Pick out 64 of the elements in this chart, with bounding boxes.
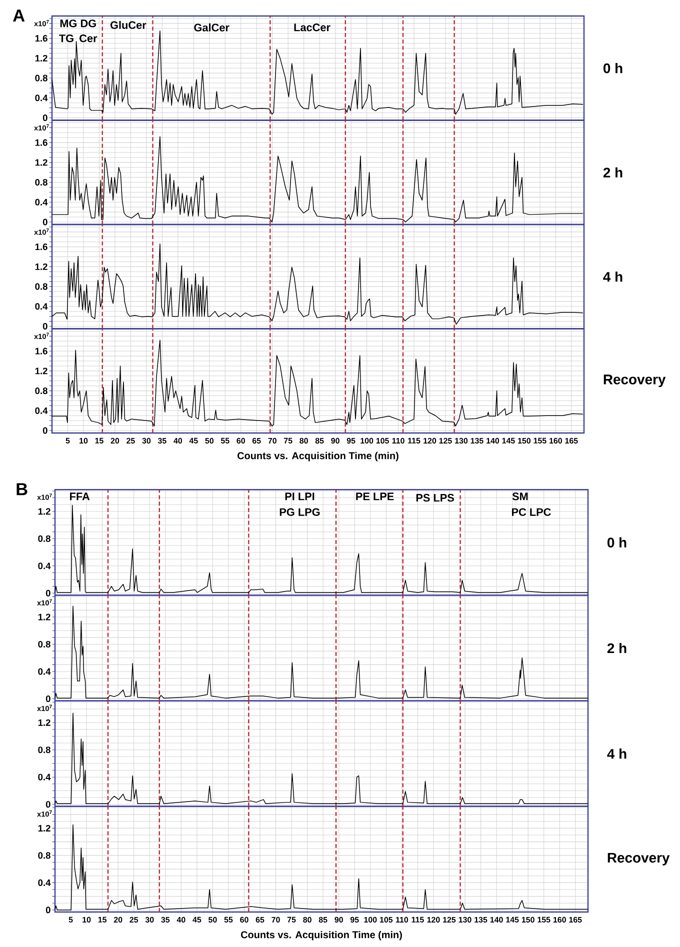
annotation: LacCer: [294, 24, 330, 32]
y-tick-label: 1.6: [35, 348, 48, 354]
y-tick-label: 0.4: [35, 407, 48, 414]
annotation: PS LPS: [416, 494, 454, 502]
y-tick-label: 0: [46, 906, 50, 914]
annotation: MG DG: [60, 20, 96, 28]
y-tick-label: 0: [46, 695, 50, 702]
y-tick-label: 0.4: [35, 94, 48, 102]
y-tick-label: 0: [42, 427, 48, 434]
y-tick-label: 1.2: [35, 159, 48, 166]
annotation: GalCer: [194, 23, 230, 32]
y-tick-label: 1.2: [38, 824, 50, 832]
y-tick-label: 1.2: [35, 368, 48, 374]
y-tick-label: 0: [42, 322, 48, 330]
y-tick-label: 0.8: [35, 179, 48, 186]
y-tick-label: 1.2: [38, 719, 50, 726]
y-tick-label: 1.2: [35, 263, 48, 270]
line-series: [52, 30, 584, 115]
annotation: PI LPI: [285, 492, 314, 500]
annotation: PE LPE: [356, 492, 394, 500]
chart-title: A: [13, 10, 25, 22]
y-tick-label: 0.4: [35, 303, 48, 310]
y-tick-label: 0: [46, 590, 50, 596]
text: 0 h: [607, 537, 626, 548]
x-axis-title: Counts vs. Acquisition Time (min): [238, 452, 398, 462]
y-tick-label: 0: [46, 801, 50, 808]
annotation: FFA: [70, 492, 90, 500]
y-tick-label: 1.2: [35, 54, 48, 62]
text: 2 h: [603, 167, 622, 178]
y-tick-label: 0: [42, 218, 48, 226]
y-tick-label: 0.4: [38, 879, 51, 886]
x-axis-title: Counts vs. Acquisition Time (min): [241, 930, 402, 940]
y-tick-label: 0.8: [35, 388, 48, 394]
annotation: GluCer: [110, 20, 146, 29]
y-tick-label: 0.4: [38, 562, 51, 570]
y-tick-label: 0.4: [38, 774, 51, 780]
y-tick-label: 0.8: [38, 535, 50, 542]
annotation: PC LPC: [512, 508, 551, 516]
text: 0 h: [603, 62, 622, 74]
y-tick-label: 1.6: [35, 35, 48, 42]
text: 4 h: [603, 272, 622, 282]
y-tick-label: 1.6: [35, 139, 48, 146]
annotation: TG: [59, 34, 74, 42]
y-tick-label: 0.8: [38, 746, 50, 754]
y-tick-label: 0: [42, 114, 48, 122]
y-tick-label: 1.6: [35, 244, 48, 250]
text: Recovery: [608, 852, 670, 866]
text: 2 h: [607, 642, 626, 654]
annotation: SM: [512, 492, 528, 500]
text: 4 h: [607, 748, 626, 759]
y-tick-label: 0.4: [38, 668, 51, 675]
line-series: [52, 340, 584, 426]
y-tick-label: 1.2: [38, 614, 50, 620]
y-tick-label: 0.8: [35, 74, 48, 82]
chart-title: B: [16, 483, 28, 496]
y-tick-label: 0.8: [38, 640, 50, 648]
y-tick-label: 0.8: [38, 852, 50, 859]
annotation: Cer: [80, 34, 98, 42]
annotation: PG LPG: [280, 508, 320, 516]
line-series: [52, 243, 584, 325]
y-tick-label: 1.2: [38, 508, 50, 515]
y-tick-label: 0.8: [35, 283, 48, 290]
y-tick-label: 0.4: [35, 198, 48, 206]
text: Recovery: [604, 374, 666, 388]
